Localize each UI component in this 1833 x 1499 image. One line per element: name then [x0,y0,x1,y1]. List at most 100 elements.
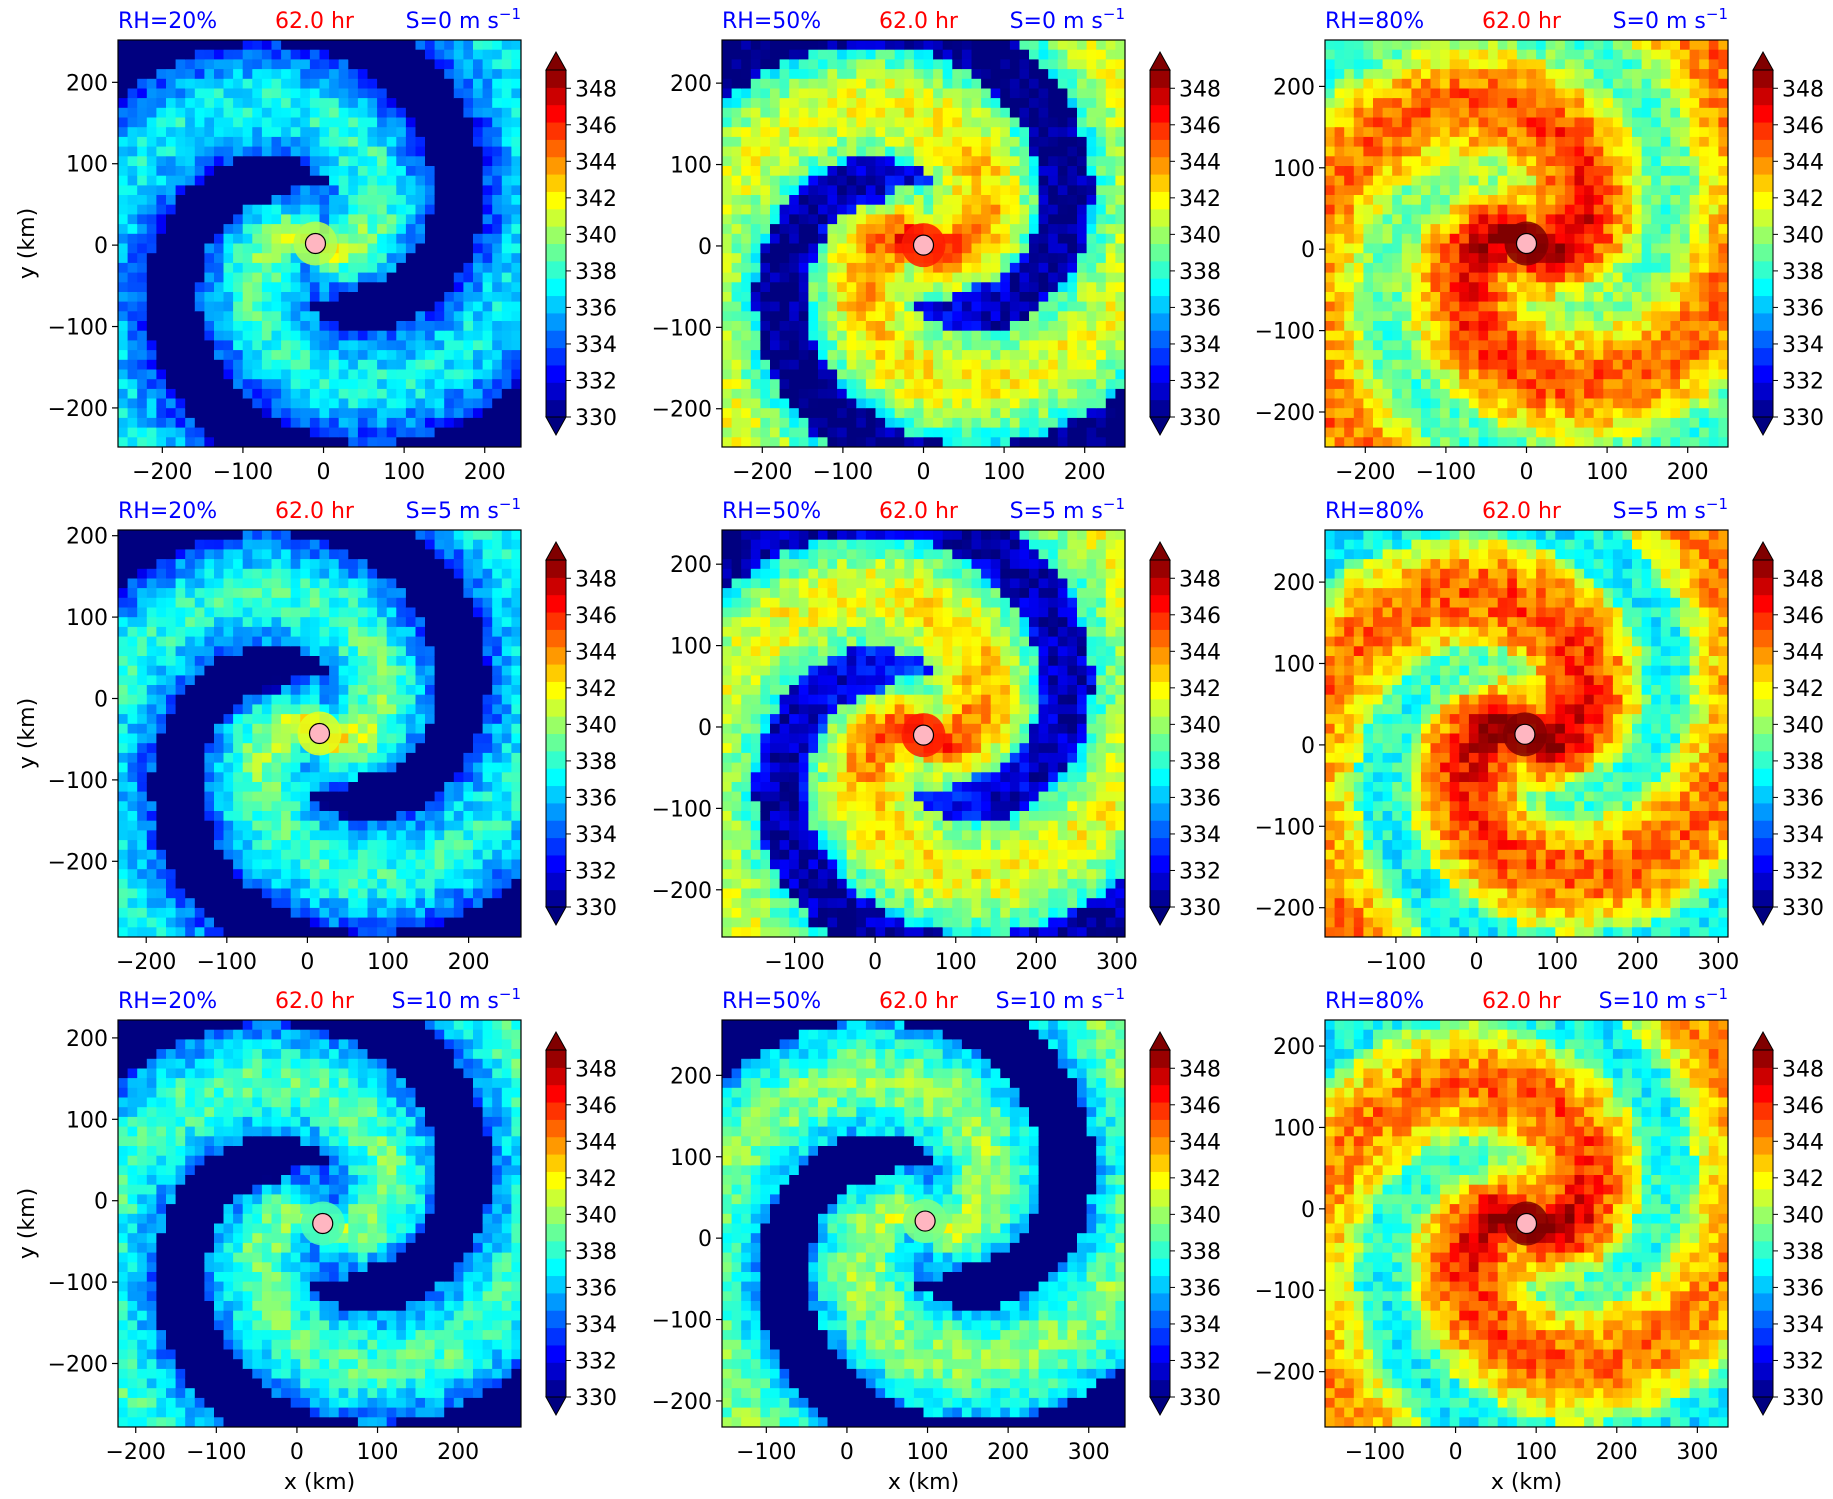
panel-6: −100 0 100 200 300 200 100 0 −100 −200 RH=80% 62.0 … [1255,495,1824,975]
colorbar-tick-label: 340 [1782,713,1824,738]
colorbar-tick-label: 334 [1782,333,1824,358]
y-tick-label: −100 [48,316,108,341]
storm-center-marker [312,1212,334,1235]
x-tick-label: 200 [987,1440,1029,1465]
colorbar-tick-label: 338 [1782,260,1824,285]
y-tick-label: 100 [1273,652,1315,677]
x-tick-label: −100 [736,1440,796,1465]
colorbar-tick-label: 340 [575,713,617,738]
colorbar-tick-label: 330 [1782,1386,1824,1411]
colorbar-tick-label: 344 [575,640,617,665]
plot-frame [1324,1019,1729,1428]
time-label: 62.0 hr [275,499,355,524]
time-label: 62.0 hr [879,9,959,34]
y-tick-label: 100 [670,1146,712,1171]
storm-center-marker [1514,723,1536,745]
colorbar-tick-label: 338 [1782,750,1824,775]
time-label: 62.0 hr [879,499,959,524]
colorbar-tick-label: 332 [1782,369,1824,394]
x-tick-label: −100 [813,460,873,485]
x-tick-label: 0 [317,460,331,485]
colorbar-tick-label: 332 [575,859,617,884]
y-tick-label: 200 [1273,1035,1315,1060]
colorbar-tick-label: 344 [1782,150,1824,175]
colorbar-tick-label: 336 [1782,296,1824,321]
x-tick-label: 100 [383,460,425,485]
y-tick-label: 200 [670,553,712,578]
theta-e-field [722,40,1125,447]
y-tick-label: −200 [652,1390,712,1415]
x-tick-label: −200 [732,460,792,485]
y-tick-label: 0 [1301,238,1315,263]
colorbar: 348 346 344 342 340 338 336 334 332 330 [1149,540,1221,927]
colorbar-tick-label: 340 [575,223,617,248]
colorbar-tick-label: 332 [1782,859,1824,884]
x-tick-label: −200 [106,1440,166,1465]
colorbar: 348 346 344 342 340 338 336 334 332 330 [1752,540,1824,927]
storm-center-marker [914,1210,936,1232]
colorbar-tick-label: 340 [1782,223,1824,248]
colorbar-tick-label: 340 [1179,713,1221,738]
y-tick-label: 100 [66,1108,108,1133]
colorbar: 348 346 344 342 340 338 336 334 332 330 [1149,50,1221,437]
x-tick-label: 100 [1586,460,1628,485]
colorbar-tick-label: 340 [1782,1203,1824,1228]
storm-center-marker [1515,1212,1538,1235]
x-tick-label: −200 [1335,460,1395,485]
colorbar-tick-label: 346 [1179,1094,1221,1119]
colorbar-tick-label: 342 [1782,187,1824,212]
x-tick-label: 100 [357,1440,399,1465]
plot-frame [1324,529,1729,938]
shear-label: S=0 m s−1 [1010,5,1125,34]
y-tick-label: −200 [1255,401,1315,426]
colorbar-tick-label: 334 [1179,823,1221,848]
colorbar-tick-label: 330 [1179,896,1221,921]
colorbar-tick-label: 332 [1179,859,1221,884]
colorbar-tick-label: 344 [1782,1130,1824,1155]
storm-center-marker [1515,232,1538,255]
colorbar-tick-label: 334 [575,823,617,848]
rh-label: RH=20% [118,989,217,1014]
rh-label: RH=80% [1325,989,1424,1014]
colorbar-tick-label: 334 [1179,1313,1221,1338]
shear-label: S=5 m s−1 [1613,495,1728,524]
colorbar-tick-label: 346 [1782,1094,1824,1119]
panel-4: −200 −100 0 100 200 200 100 0 −100 −200 RH=20% 62.0… [15,495,617,975]
colorbar-tick-label: 344 [575,150,617,175]
colorbar-tick-label: 342 [1782,677,1824,702]
colorbar-tick-label: 338 [1782,1240,1824,1265]
y-tick-label: −100 [1255,1279,1315,1304]
colorbar-tick-label: 338 [575,260,617,285]
time-label: 62.0 hr [275,9,355,34]
x-tick-label: 0 [290,1440,304,1465]
time-label: 62.0 hr [879,989,959,1014]
colorbar-tick-label: 330 [575,896,617,921]
panel-9: −100 0 100 200 300 200 100 0 −100 −200 RH=80% 62.0 … [1255,985,1824,1495]
colorbar-tick-label: 342 [1782,1167,1824,1192]
rh-label: RH=20% [118,499,217,524]
colorbar-tick-label: 330 [575,1386,617,1411]
x-tick-label: 0 [1470,950,1484,975]
colorbar: 348 346 344 342 340 338 336 334 332 330 [545,1030,617,1417]
y-tick-label: −100 [1255,320,1315,345]
panel-1: −200 −100 0 100 200 200 100 0 −100 −200 RH=20% 62.0… [15,5,617,485]
x-tick-label: −200 [116,950,176,975]
rh-label: RH=20% [118,9,217,34]
plot-frame [117,1019,522,1428]
y-tick-label: 200 [66,71,108,96]
x-tick-label: 200 [1596,1440,1638,1465]
colorbar-tick-label: 342 [575,677,617,702]
colorbar-tick-label: 342 [575,1167,617,1192]
y-tick-label: 0 [94,687,108,712]
panel-2: −200 −100 0 100 200 200 100 0 −100 −200 RH=50% 62.0… [652,5,1221,485]
colorbar-tick-label: 330 [1179,1386,1221,1411]
x-tick-label: 200 [1015,950,1057,975]
shear-label: S=10 m s−1 [1599,985,1728,1014]
colorbar-tick-label: 334 [1179,333,1221,358]
y-tick-label: −200 [48,850,108,875]
colorbar-tick-label: 330 [575,406,617,431]
colorbar-tick-label: 346 [575,1094,617,1119]
x-tick-label: 0 [1520,460,1534,485]
colorbar: 348 346 344 342 340 338 336 334 332 330 [1149,1030,1221,1417]
